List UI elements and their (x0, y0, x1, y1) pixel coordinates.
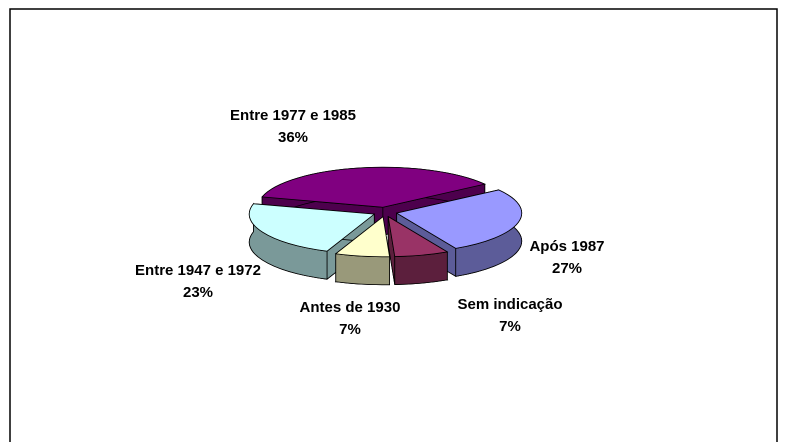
slice-label: Antes de 1930 (299, 299, 401, 316)
slice-label: Sem indicação (457, 296, 563, 313)
slice-side (394, 251, 448, 285)
slice-value-label: 36% (277, 129, 309, 146)
slice-value-label: 7% (499, 318, 521, 335)
slice-value-label: 27% (551, 260, 583, 277)
slice-side (335, 253, 390, 286)
slice-label: Entre 1977 e 1985 (230, 107, 356, 124)
pie-slice (261, 166, 487, 208)
slice-value-label: 23% (182, 284, 214, 301)
slice-value-label: 7% (339, 321, 361, 338)
pie-slice (334, 216, 391, 258)
pie-slice (395, 189, 523, 249)
slice-label: Após 1987 (529, 238, 605, 255)
pie-slice (248, 203, 376, 252)
slice-label: Entre 1947 e 1972 (135, 262, 261, 279)
pie-slice (387, 215, 449, 257)
